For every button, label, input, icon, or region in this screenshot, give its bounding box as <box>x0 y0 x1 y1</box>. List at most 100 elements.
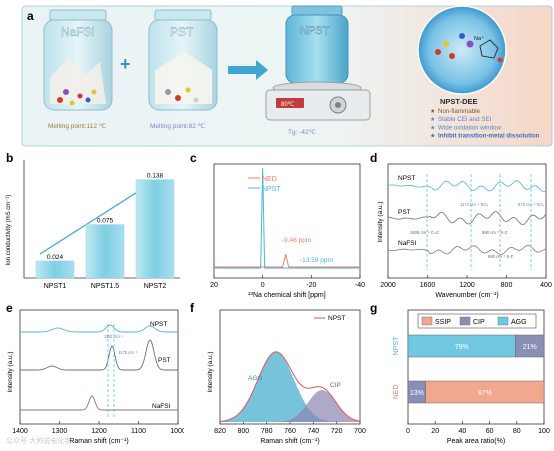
category-label: NPST1.5 <box>91 283 120 290</box>
panel-g: g 0 20 40 60 80 100 Peak area ratio(%) 79% 21%… <box>368 300 554 451</box>
watermark: 公众号·大帅说电化学 <box>6 438 72 445</box>
tick-label: 1300 <box>52 428 68 435</box>
label-pst: PST <box>398 209 411 216</box>
bar-series: 0.024 NPST1 0.075 NPST1.5 0.138 NPST2 <box>35 173 175 290</box>
tick-label: -20 <box>306 282 316 289</box>
annotation-1174: 1174 cm⁻¹ SO₂ <box>460 202 489 207</box>
legend-label-cip: CIP <box>473 319 485 326</box>
panel-b: b Ion conductivity (mS cm⁻¹) 0.024 NPST1 0… <box>0 150 184 300</box>
panel-letter-b: b <box>6 151 13 165</box>
feature-list: ★ Non-flammable★ Stable CEI and SEI★ Wide o… <box>430 108 540 140</box>
bar-npst1 <box>35 260 75 279</box>
label-agg: AGG <box>248 375 262 382</box>
tick-label: 2000 <box>380 282 396 289</box>
bar-value-label: 21% <box>523 344 537 351</box>
tick-label: 60 <box>486 428 494 435</box>
legend-swatch-cip <box>459 316 471 326</box>
annotation-ned-peak: -9.46 ppm <box>282 237 311 244</box>
y-axis-label: Intensity (a.u.) <box>207 351 214 392</box>
legend-npst: NPST <box>328 315 345 322</box>
tick-label: 800 <box>237 428 249 435</box>
tick-label: 1400 <box>12 428 28 435</box>
tick-label: 780 <box>261 428 273 435</box>
series-ned-line <box>214 253 360 268</box>
panel-letter-a: a <box>27 9 34 23</box>
x-axis-label: Raman shift (cm⁻¹) <box>260 438 319 445</box>
annotation-1181: 1181 cm⁻¹ <box>104 334 124 339</box>
tick-label: 40 <box>459 428 467 435</box>
panel-letter-f: f <box>190 301 195 315</box>
panel-letter-c: c <box>190 151 197 165</box>
annotation-940: 940 cm⁻¹ S-F <box>488 254 514 259</box>
plot-frame <box>213 163 361 279</box>
npst-dee-title: NPST-DEE <box>440 97 478 106</box>
tick-label: 1000 <box>170 428 184 435</box>
feature-item-2: Wide oxidation window <box>438 124 501 131</box>
series-nafsi-line <box>20 395 178 411</box>
panel-c: c 20 0 -20 -40 ²³Na chemical shift [ppm] NE… <box>184 150 368 300</box>
npst-jar <box>285 5 349 84</box>
tick-label: 800 <box>501 282 513 289</box>
feature-item-0: Non-flammable <box>438 108 481 115</box>
legend-ned: NED <box>262 176 277 183</box>
panel-g-chart: g 0 20 40 60 80 100 Peak area ratio(%) 79% 21%… <box>370 301 550 445</box>
series-pst-line <box>20 339 178 371</box>
plot-frame <box>407 309 545 425</box>
tick-label: 20 <box>431 428 439 435</box>
panel-d-chart: d Intensity (a.u.) 2000 1600 1200 800 400 Wa… <box>370 151 552 299</box>
panel-b-chart: b Ion conductivity (mS cm⁻¹) 0.024NPST10… <box>6 151 180 290</box>
tick-label: 720 <box>331 428 343 435</box>
panel-c-chart: c 20 0 -20 -40 ²³Na chemical shift [ppm] NE… <box>190 151 365 299</box>
tick-label: -40 <box>355 282 365 289</box>
feature-bullet-3: ★ <box>430 133 435 140</box>
label-cip: CIP <box>330 382 341 389</box>
plus-sign: + <box>120 54 131 74</box>
category-label-ned: NED <box>393 385 400 400</box>
legend: SSIP CIP AGG <box>417 313 537 329</box>
npst-jar-label: NPST <box>300 25 330 37</box>
tick-label: 1600 <box>420 282 436 289</box>
pst-jar <box>148 9 218 111</box>
bar-value-label: 13% <box>410 390 424 397</box>
tick-label: 400 <box>540 282 552 289</box>
category-label: NPST1 <box>44 283 67 290</box>
annotation-npst-peak: -13.59 ppm <box>300 257 333 264</box>
label-nafsi: NaFSI <box>398 240 417 247</box>
legend-label-agg: AGG <box>511 319 527 326</box>
nafsi-jar <box>43 9 113 111</box>
panel-f-chart: f Intensity (a.u.) 820 800 780 760 740 720 700… <box>190 301 366 445</box>
series-npst-line <box>387 180 547 193</box>
label-npst: NPST <box>398 175 415 182</box>
x-axis-label: ²³Na chemical shift [ppm] <box>248 292 325 299</box>
tick-label: 820 <box>214 428 226 435</box>
series-nafsi-line <box>387 244 547 255</box>
x-ticks: 1400 1300 1200 1100 1000 <box>12 421 186 435</box>
hotplate <box>265 81 371 121</box>
series-agg-fill <box>220 352 360 422</box>
tick-label: 1200 <box>91 428 107 435</box>
bar-value-label: 0.024 <box>47 254 64 261</box>
feature-item-3: Inhibit transition-metal dissolution <box>438 133 540 140</box>
tick-label: 100 <box>538 428 550 435</box>
sodium-ion-label: Na⁺ <box>474 35 484 42</box>
bar-npst1.5 <box>85 224 125 279</box>
series-cip-fill <box>220 390 360 422</box>
bar-value-label: 0.138 <box>147 173 164 180</box>
series-npst-line <box>214 167 360 269</box>
annotation-1175: 1175 cm⁻¹ <box>118 350 138 355</box>
x-axis-label: Peak area ratio(%) <box>447 438 505 445</box>
molecule-bubble <box>417 5 507 95</box>
label-npst: NPST <box>150 321 167 328</box>
x-axis-label: Wavenumber (cm⁻¹) <box>435 292 498 299</box>
annotation-573: 573 cm⁻¹ SO₂ <box>518 202 545 207</box>
panel-f: f Intensity (a.u.) 820 800 780 760 740 720 700… <box>184 300 368 451</box>
series-npst-line <box>219 351 361 422</box>
panel-e-chart: e Intensity (a.u.) 1400 1300 1200 1100 1000 … <box>6 301 186 445</box>
panel-e: e Intensity (a.u.) 1400 1300 1200 1100 1000 … <box>0 300 186 451</box>
category-label: NPST2 <box>144 283 167 290</box>
legend-swatch-agg <box>497 316 509 326</box>
panel-a: NaFSI Melting point:112 ℃ + PST Melting … <box>0 0 554 148</box>
tick-label: 1200 <box>459 282 475 289</box>
tick-label: 0 <box>406 428 410 435</box>
x-ticks: 820 800 780 760 740 720 700 <box>214 421 366 435</box>
